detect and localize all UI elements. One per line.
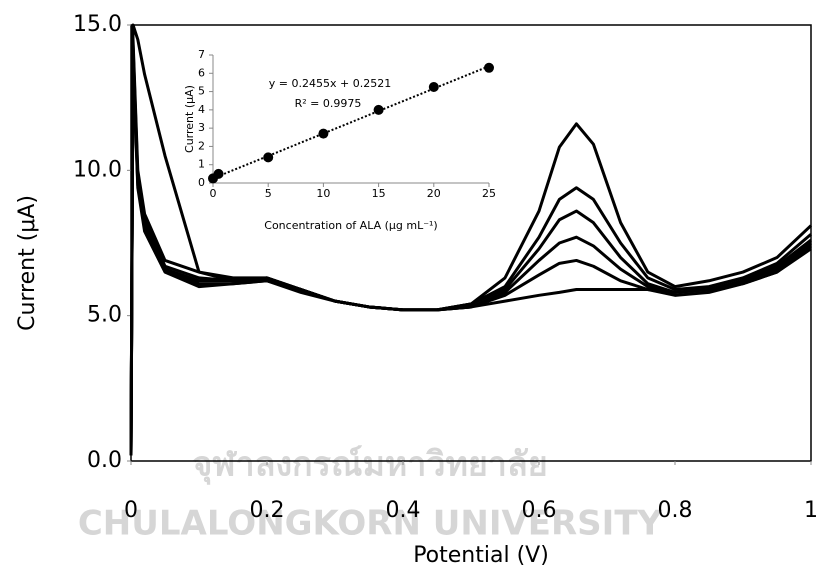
annotation: y = 0.2455x + 0.2521 [269, 77, 391, 90]
point [213, 168, 224, 179]
y-tick-label: 6 [198, 66, 205, 79]
x-tick-label: 0 [124, 498, 138, 523]
data-line [129, 43, 812, 456]
x-tick-label: 10 [316, 187, 330, 200]
y-tick-label: 15.0 [73, 12, 122, 37]
y-tick-label: 0.0 [87, 448, 122, 473]
point [318, 128, 329, 139]
y-tick-label: 0 [198, 176, 205, 189]
y-tick-label: 10.0 [73, 157, 122, 182]
data-line [129, 46, 812, 456]
x-tick-label: 5 [265, 187, 272, 200]
y-tick-label: 5 [198, 85, 205, 98]
point [484, 62, 494, 73]
y-tick-label: 2 [198, 139, 205, 152]
y-axis-label: Current (μA) [15, 195, 40, 331]
data-line [129, 23, 813, 456]
point [263, 152, 274, 163]
trendline [212, 65, 490, 180]
x-axis-label: Concentration of ALA (μg mL⁻¹) [264, 219, 437, 232]
x-tick-label: 0.8 [658, 498, 693, 523]
annotation: R² = 0.9975 [295, 97, 362, 110]
x-tick-label: 0 [210, 187, 217, 200]
data-line [129, 52, 812, 456]
y-tick-label: 4 [198, 103, 205, 116]
x-tick-label: 15 [372, 187, 386, 200]
plot-frame [130, 24, 812, 462]
watermark: จุฬาลงกรณ์มหาวิทยาลัย [192, 445, 547, 486]
x-axis-label: Potential (V) [413, 543, 549, 568]
y-tick-label: 5.0 [87, 303, 122, 328]
y-tick-label: 7 [198, 48, 205, 61]
point [428, 82, 439, 92]
y-axis-label: Current (μA) [183, 85, 196, 153]
data-line [129, 58, 812, 456]
data-line [129, 38, 812, 456]
x-tick-label: 25 [482, 187, 496, 200]
x-tick-label: 20 [427, 187, 441, 200]
watermark: CHULALONGKORN UNIVERSITY [78, 504, 663, 544]
y-tick-label: 1 [198, 158, 205, 171]
x-tick-label: 0.6 [522, 498, 557, 523]
x-tick-label: 0.4 [386, 498, 421, 523]
x-tick-label: 1 [804, 498, 818, 523]
point [373, 104, 384, 115]
y-tick-label: 3 [198, 121, 205, 134]
x-tick-label: 0.2 [250, 498, 285, 523]
